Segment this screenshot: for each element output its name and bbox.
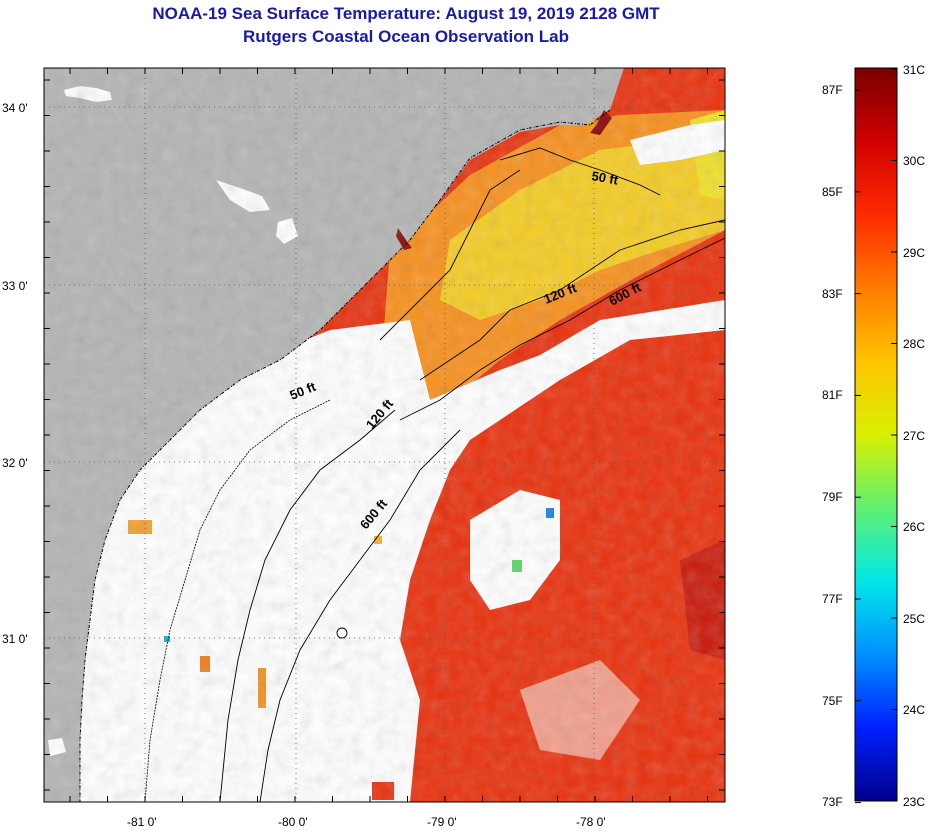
graticule (44, 68, 725, 802)
map-title: NOAA-19 Sea Surface Temperature: August … (152, 4, 660, 23)
isobath-50ft-north (499, 147, 661, 196)
colorbar-fahrenheit-label: 87F (822, 83, 843, 97)
colorbar-celsius-label: 23C (903, 795, 925, 809)
map-subtitle: Rutgers Coastal Ocean Observation Lab (243, 27, 569, 46)
colorbar-labels: 31C 30C 29C 28C 27C 26C 25C 24C 23C 87F … (822, 63, 925, 809)
isobath-50ft-north-inner (379, 169, 521, 341)
lat-label: 31 0' (2, 632, 28, 646)
colorbar-celsius-label: 27C (903, 429, 925, 443)
contour-label: 50 ft (590, 168, 620, 188)
coastline (79, 109, 611, 802)
isobath-600ft-south (259, 429, 461, 802)
colorbar-fahrenheit-label: 83F (822, 287, 843, 301)
axis-labels: 34 0' 33 0' 32 0' 31 0' -81 0' -80 0' -7… (2, 101, 606, 829)
lat-label: 34 0' (2, 101, 28, 115)
colorbar-fahrenheit-label: 73F (822, 795, 843, 809)
colorbar-fahrenheit-label: 85F (822, 185, 843, 199)
isobath-120ft-north (419, 219, 725, 381)
colorbar-celsius-label: 25C (903, 612, 925, 626)
colorbar-celsius-label: 30C (903, 154, 925, 168)
colorbar-celsius-label: 28C (903, 337, 925, 351)
isobath-120ft-south (219, 409, 396, 802)
lat-label: 33 0' (2, 279, 28, 293)
seamount-contour (336, 627, 348, 639)
isobath-50ft-south (144, 399, 331, 802)
lat-label: 32 0' (2, 456, 28, 470)
lon-label: -81 0' (127, 815, 157, 829)
colorbar-ticks (855, 68, 897, 804)
colorbar-celsius-label: 31C (903, 63, 925, 77)
axis-ticks (44, 68, 725, 802)
lon-label: -79 0' (427, 815, 457, 829)
lon-label: -78 0' (576, 815, 606, 829)
colorbar-fahrenheit-label: 79F (822, 490, 843, 504)
colorbar-celsius-label: 24C (903, 703, 925, 717)
isobath-600ft-north (399, 237, 725, 421)
lon-label: -80 0' (278, 815, 308, 829)
colorbar-celsius-label: 29C (903, 246, 925, 260)
colorbar-fahrenheit-label: 77F (822, 592, 843, 606)
colorbar-celsius-label: 26C (903, 520, 925, 534)
colorbar-fahrenheit-label: 81F (822, 388, 843, 402)
map-panel: 50 ft 120 ft 600 ft 50 ft 120 ft 600 ft (44, 68, 725, 802)
sst-texture (44, 68, 725, 802)
colorbar (854, 67, 898, 802)
colorbar-fahrenheit-label: 75F (822, 694, 843, 708)
